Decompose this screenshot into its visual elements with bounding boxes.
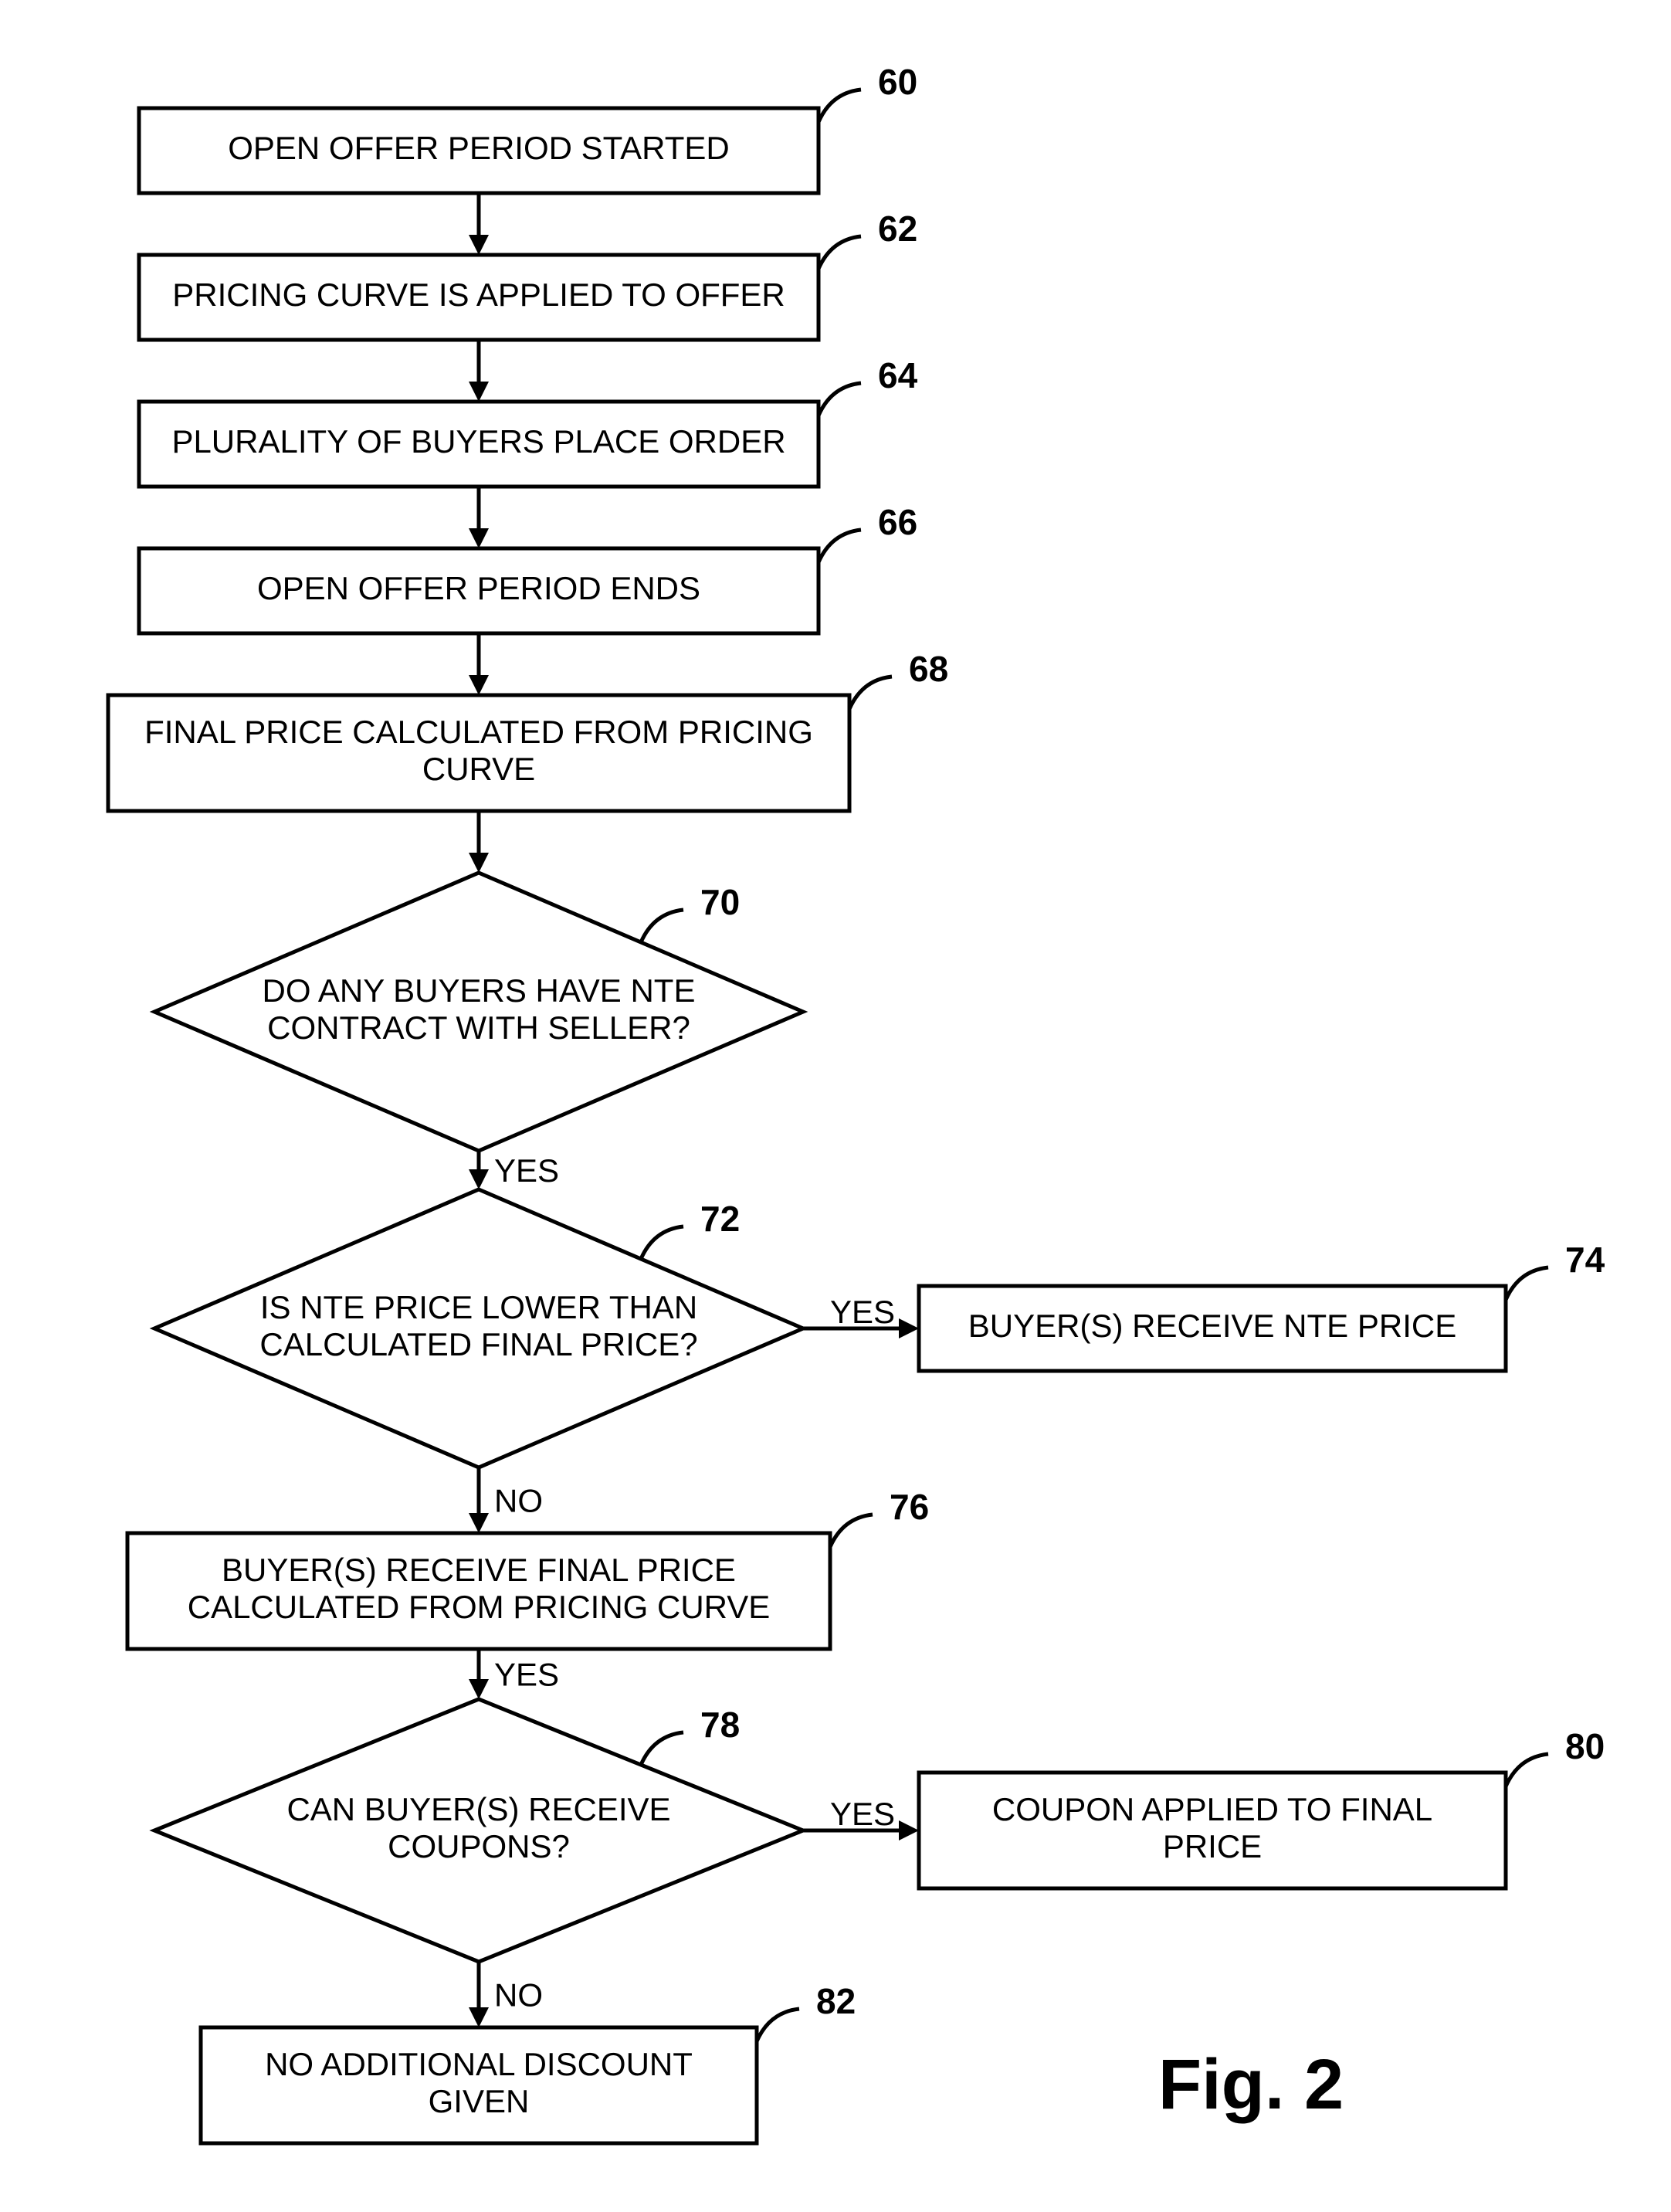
svg-text:72: 72 [700, 1199, 740, 1239]
svg-text:60: 60 [878, 62, 917, 102]
svg-text:Fig. 2: Fig. 2 [1158, 2045, 1344, 2124]
svg-text:BUYER(S) RECEIVE FINAL PRICE: BUYER(S) RECEIVE FINAL PRICE [222, 1552, 736, 1588]
svg-text:70: 70 [700, 882, 740, 922]
svg-text:64: 64 [878, 355, 918, 395]
svg-text:YES: YES [494, 1152, 559, 1189]
svg-text:NO: NO [494, 1977, 543, 2014]
svg-text:OPEN OFFER PERIOD ENDS: OPEN OFFER PERIOD ENDS [257, 570, 700, 606]
svg-text:IS NTE PRICE LOWER THAN: IS NTE PRICE LOWER THAN [260, 1289, 697, 1325]
svg-text:FINAL PRICE CALCULATED FROM PR: FINAL PRICE CALCULATED FROM PRICING [144, 714, 813, 750]
svg-text:74: 74 [1565, 1240, 1605, 1280]
svg-text:66: 66 [878, 502, 917, 542]
svg-text:GIVEN: GIVEN [429, 2083, 530, 2119]
svg-text:OPEN OFFER PERIOD STARTED: OPEN OFFER PERIOD STARTED [228, 130, 730, 166]
svg-text:62: 62 [878, 209, 917, 249]
svg-text:YES: YES [830, 1294, 895, 1330]
svg-text:80: 80 [1565, 1726, 1605, 1766]
svg-text:NO: NO [494, 1483, 543, 1519]
svg-text:76: 76 [890, 1487, 929, 1527]
svg-text:YES: YES [830, 1796, 895, 1832]
svg-text:CALCULATED FINAL PRICE?: CALCULATED FINAL PRICE? [259, 1326, 697, 1362]
svg-text:PRICING CURVE IS APPLIED TO OF: PRICING CURVE IS APPLIED TO OFFER [172, 276, 785, 313]
svg-text:PLURALITY OF BUYERS PLACE ORDE: PLURALITY OF BUYERS PLACE ORDER [171, 423, 785, 460]
svg-text:NO ADDITIONAL DISCOUNT: NO ADDITIONAL DISCOUNT [265, 2046, 693, 2082]
svg-text:DO ANY BUYERS HAVE NTE: DO ANY BUYERS HAVE NTE [263, 972, 696, 1009]
svg-text:YES: YES [494, 1657, 559, 1693]
svg-text:CALCULATED FROM PRICING CURVE: CALCULATED FROM PRICING CURVE [188, 1589, 771, 1625]
svg-text:68: 68 [909, 649, 948, 689]
svg-text:CAN BUYER(S) RECEIVE: CAN BUYER(S) RECEIVE [286, 1791, 670, 1827]
svg-text:BUYER(S) RECEIVE NTE PRICE: BUYER(S) RECEIVE NTE PRICE [968, 1308, 1456, 1344]
svg-text:CONTRACT WITH SELLER?: CONTRACT WITH SELLER? [267, 1009, 690, 1046]
svg-text:78: 78 [700, 1705, 740, 1745]
svg-text:PRICE: PRICE [1163, 1828, 1262, 1864]
svg-text:COUPONS?: COUPONS? [388, 1828, 570, 1864]
svg-text:82: 82 [816, 1981, 856, 2021]
svg-text:CURVE: CURVE [422, 751, 535, 787]
svg-text:COUPON APPLIED TO FINAL: COUPON APPLIED TO FINAL [992, 1791, 1432, 1827]
